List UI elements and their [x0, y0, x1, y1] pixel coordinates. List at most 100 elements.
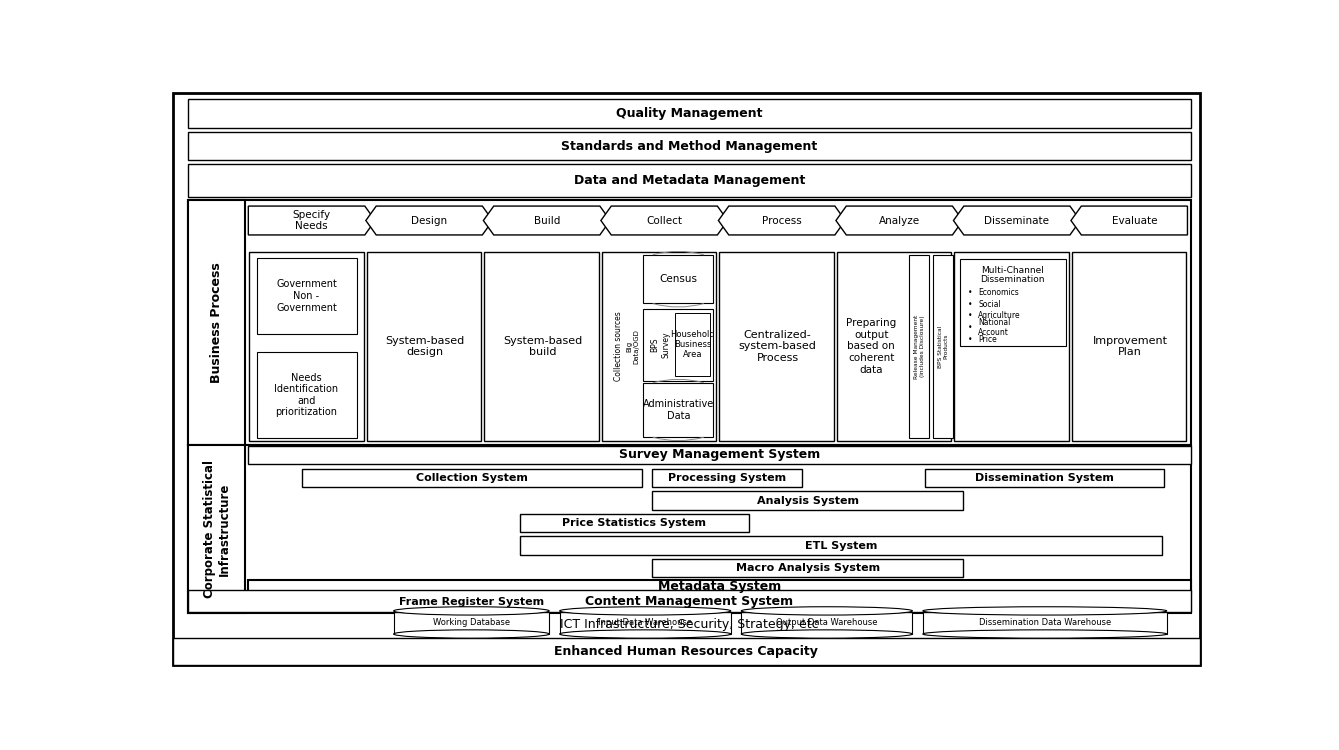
Polygon shape [953, 206, 1081, 235]
Bar [560, 611, 731, 634]
Bar [644, 383, 714, 436]
Bar [485, 252, 599, 441]
Bar [257, 352, 356, 438]
Bar [603, 252, 716, 441]
Bar [187, 446, 1190, 613]
Bar [1073, 252, 1186, 441]
Text: Multi-Channel
Dissemination: Multi-Channel Dissemination [980, 266, 1044, 284]
Text: Business Process: Business Process [210, 262, 224, 382]
Bar [909, 254, 929, 438]
Bar [187, 590, 1190, 612]
Ellipse shape [742, 607, 912, 615]
Bar [173, 638, 1200, 664]
Text: Analysis System: Analysis System [757, 496, 858, 506]
Text: ICT Infrastructure, Security, Strategy, etc: ICT Infrastructure, Security, Strategy, … [560, 618, 818, 631]
Text: Centralized-
system-based
Process: Centralized- system-based Process [739, 330, 817, 363]
Polygon shape [836, 206, 963, 235]
Text: •: • [968, 335, 972, 344]
Text: •: • [968, 300, 972, 309]
Bar [644, 308, 714, 380]
Text: Household
Business
Area: Household Business Area [670, 329, 715, 359]
Bar [394, 611, 549, 634]
Ellipse shape [923, 630, 1166, 638]
Bar [187, 131, 1190, 160]
Text: Macro Analysis System: Macro Analysis System [735, 563, 880, 573]
Bar [652, 559, 963, 578]
Text: Quality Management: Quality Management [616, 106, 763, 119]
Ellipse shape [560, 630, 731, 638]
Text: Design: Design [411, 215, 447, 226]
Bar [248, 446, 1190, 464]
Bar [257, 258, 356, 334]
Text: Price Statistics System: Price Statistics System [562, 518, 707, 528]
Bar [719, 252, 834, 441]
Text: Data and Metadata Management: Data and Metadata Management [573, 174, 805, 187]
Bar [955, 252, 1069, 441]
Bar [652, 491, 963, 510]
Bar [187, 200, 245, 446]
Bar [248, 580, 1190, 592]
Text: Corporate Statistical
Infrastructure: Corporate Statistical Infrastructure [202, 460, 230, 598]
Bar [303, 469, 641, 488]
Text: Survey: Survey [661, 332, 671, 358]
Text: Processing System: Processing System [668, 473, 786, 483]
Text: System-based
design: System-based design [386, 335, 465, 357]
Text: Survey Management System: Survey Management System [619, 448, 819, 461]
Bar [187, 99, 1190, 128]
Text: Build: Build [534, 215, 560, 226]
Bar [187, 446, 245, 613]
Text: Economics: Economics [979, 288, 1019, 297]
Text: Improvement
Plan: Improvement Plan [1093, 335, 1168, 357]
Bar [644, 256, 714, 303]
Text: Collection sources: Collection sources [615, 311, 623, 381]
Text: BPS Statistical
Products: BPS Statistical Products [937, 326, 948, 368]
Text: BPS: BPS [651, 338, 659, 352]
Text: Government
Non -
Government: Government Non - Government [276, 279, 337, 313]
Bar [249, 252, 364, 441]
Ellipse shape [394, 630, 549, 638]
Text: ETL System: ETL System [805, 541, 877, 550]
Text: National
Account: National Account [979, 318, 1011, 338]
Text: •: • [968, 323, 972, 332]
Text: Evaluate: Evaluate [1111, 215, 1157, 226]
Bar [187, 164, 1190, 196]
Bar [960, 260, 1066, 347]
Text: Input Data Warehouse: Input Data Warehouse [599, 618, 692, 627]
Text: Specify
Needs: Specify Needs [293, 210, 331, 231]
Text: System-based
build: System-based build [503, 335, 582, 357]
Ellipse shape [742, 630, 912, 638]
Polygon shape [719, 206, 845, 235]
Ellipse shape [560, 607, 731, 615]
Text: Dissemination System: Dissemination System [975, 473, 1114, 483]
Bar [187, 200, 1190, 446]
Polygon shape [366, 206, 493, 235]
Bar [367, 252, 481, 441]
Text: Metadata System: Metadata System [657, 580, 781, 592]
Ellipse shape [394, 607, 549, 615]
Text: Analyze: Analyze [878, 215, 920, 226]
Text: Frame Register System: Frame Register System [399, 597, 545, 608]
Text: Content Management System: Content Management System [585, 595, 794, 608]
Bar [521, 514, 749, 532]
Text: •: • [968, 288, 972, 297]
Bar [837, 252, 952, 441]
Polygon shape [248, 206, 375, 235]
Text: Price: Price [979, 335, 998, 344]
Bar [303, 595, 641, 610]
Bar [521, 536, 1161, 555]
Text: Output Data Warehouse: Output Data Warehouse [777, 618, 877, 627]
Text: Collection System: Collection System [416, 473, 528, 483]
Text: Census: Census [659, 274, 698, 284]
Text: Agriculture: Agriculture [979, 311, 1020, 320]
Bar [932, 254, 953, 438]
Text: Administrative
Data: Administrative Data [643, 399, 714, 421]
Text: Big
Data/OGD: Big Data/OGD [627, 329, 640, 364]
Text: Process: Process [762, 215, 802, 226]
Bar [652, 469, 802, 488]
Bar [925, 469, 1164, 488]
Text: Release Management
(includes Disclosure): Release Management (includes Disclosure) [913, 314, 924, 379]
Polygon shape [601, 206, 728, 235]
Text: Working Database: Working Database [432, 618, 510, 627]
Polygon shape [483, 206, 611, 235]
Bar [923, 611, 1166, 634]
